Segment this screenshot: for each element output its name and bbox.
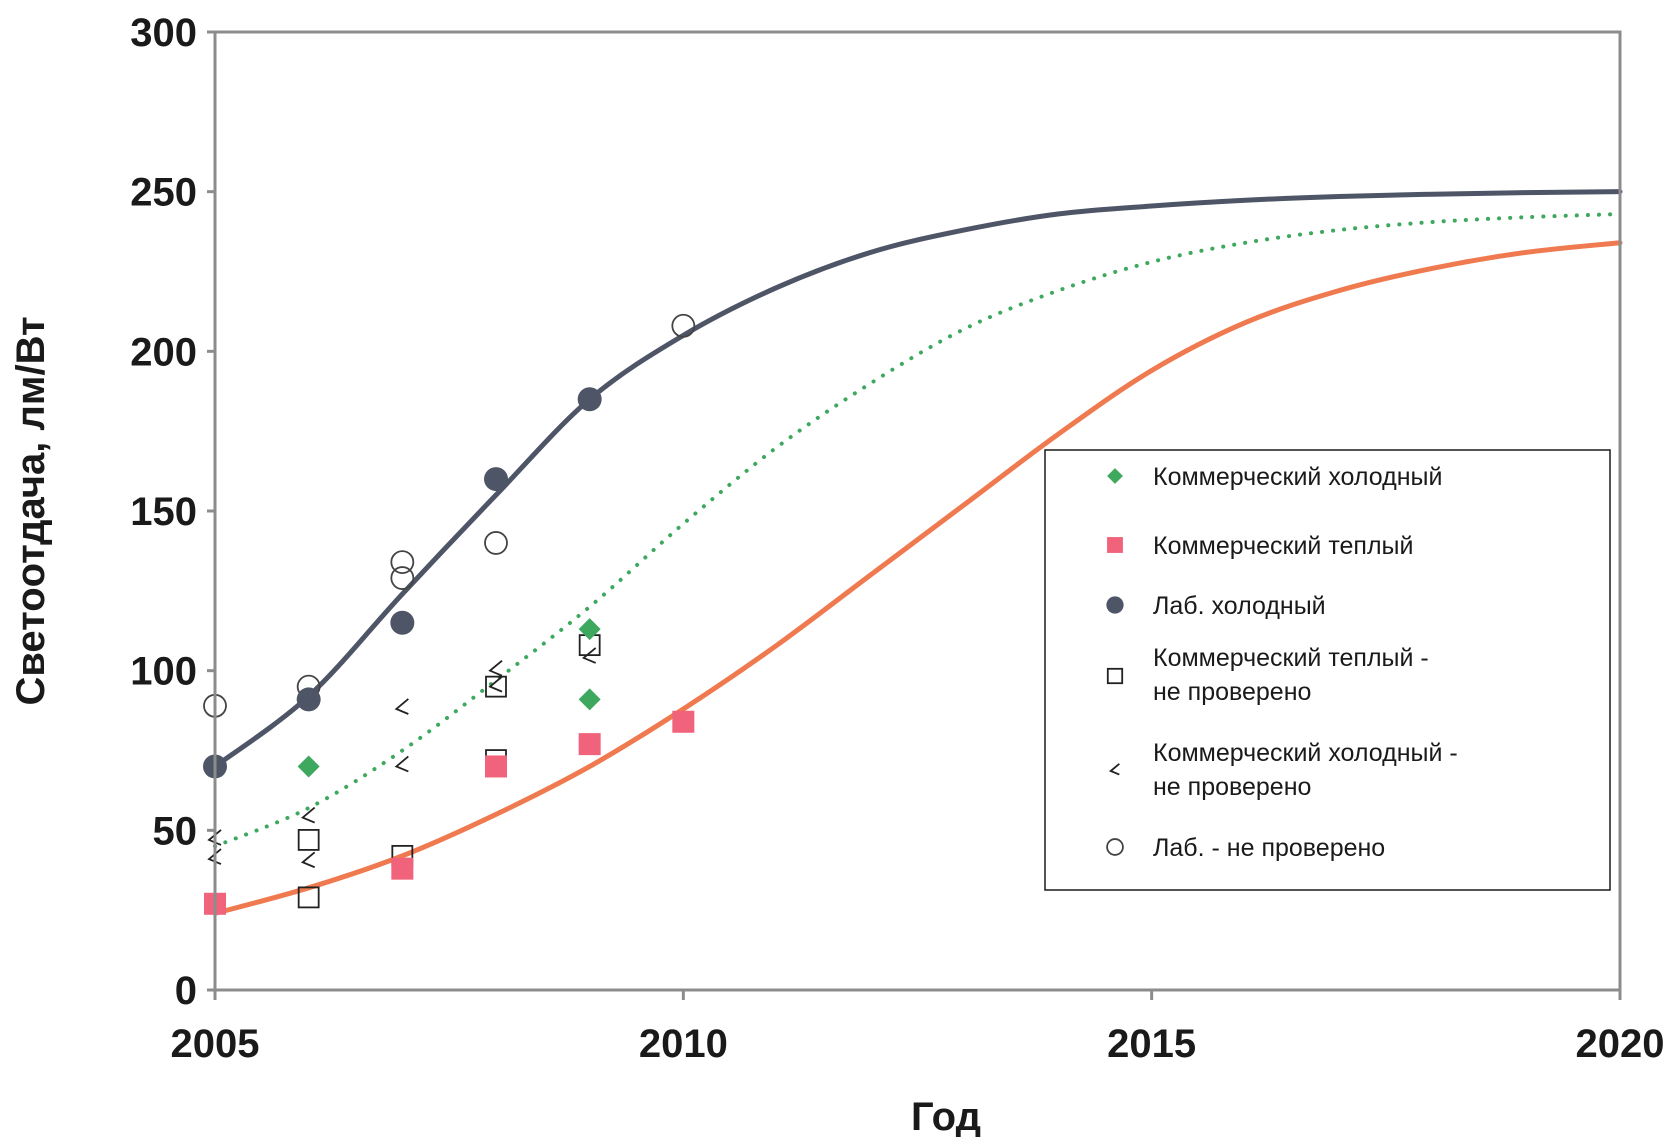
data-point xyxy=(297,829,320,851)
data-point xyxy=(485,675,507,698)
trend-line xyxy=(212,240,1623,916)
data-point xyxy=(300,851,316,869)
legend-entry: Лаб. холодный xyxy=(1153,592,1326,620)
y-axis-title: Светоотдача, лм/Вт xyxy=(9,316,53,705)
data-point xyxy=(1106,838,1124,856)
data-point xyxy=(296,687,321,712)
legend: Коммерческий холодный Коммерческий теплый… xyxy=(1044,449,1611,891)
y-tick-label: 50 xyxy=(153,809,198,853)
data-point xyxy=(578,733,601,756)
legend-entry: Коммерческий холодный xyxy=(1153,463,1442,491)
legend-entry: Коммерческий теплый -не проверено xyxy=(1153,644,1429,706)
data-point xyxy=(672,710,695,733)
data-point xyxy=(207,829,222,846)
data-point xyxy=(390,566,415,590)
x-tick-label: 2015 xyxy=(1107,1022,1196,1066)
y-tick-label: 200 xyxy=(130,330,197,374)
data-point xyxy=(488,675,503,693)
y-tick-label: 150 xyxy=(130,490,197,534)
legend-entry: Коммерческий теплый xyxy=(1153,532,1413,560)
x-tick-label: 2010 xyxy=(639,1022,728,1066)
data-point xyxy=(484,467,508,492)
data-point xyxy=(297,886,320,909)
data-point xyxy=(578,688,601,711)
data-point xyxy=(1107,468,1123,484)
data-point xyxy=(484,531,508,555)
y-tick-label: 100 xyxy=(130,650,197,694)
data-point xyxy=(207,848,222,865)
data-point xyxy=(391,857,414,880)
data-point xyxy=(1108,763,1120,776)
y-tick-label: 0 xyxy=(175,969,197,1013)
data-point xyxy=(1106,596,1124,614)
data-point xyxy=(485,755,507,778)
x-tick-label: 2005 xyxy=(171,1022,260,1066)
data-point xyxy=(300,806,316,824)
data-point xyxy=(578,618,601,641)
legend-entry: Лаб. - не проверено xyxy=(1153,834,1385,862)
trend-lines xyxy=(212,189,1623,916)
legend-entry: Коммерческий холодный -не проверено xyxy=(1153,739,1458,801)
data-point xyxy=(394,698,409,715)
x-tick-label: 2020 xyxy=(1576,1022,1665,1066)
data-point xyxy=(390,610,415,635)
x-axis-title: Год xyxy=(911,1095,981,1137)
data-point xyxy=(390,550,415,574)
data-point xyxy=(394,755,409,773)
y-tick-label: 250 xyxy=(130,171,197,215)
data-point xyxy=(1107,537,1123,553)
y-tick-label: 300 xyxy=(130,11,197,55)
legend-box xyxy=(1044,449,1611,891)
data-point xyxy=(577,387,602,412)
trend-line xyxy=(212,189,1623,769)
data-point xyxy=(297,755,320,778)
trend-line xyxy=(213,212,1622,849)
data-point xyxy=(1106,667,1124,685)
axis-ticks: 0 50 100 150 200 250 300 2005 2010 2015 2020 xyxy=(130,11,1664,1066)
data-point xyxy=(488,659,503,677)
data-point xyxy=(581,647,597,664)
data-points xyxy=(203,313,696,915)
data-point xyxy=(671,313,696,338)
